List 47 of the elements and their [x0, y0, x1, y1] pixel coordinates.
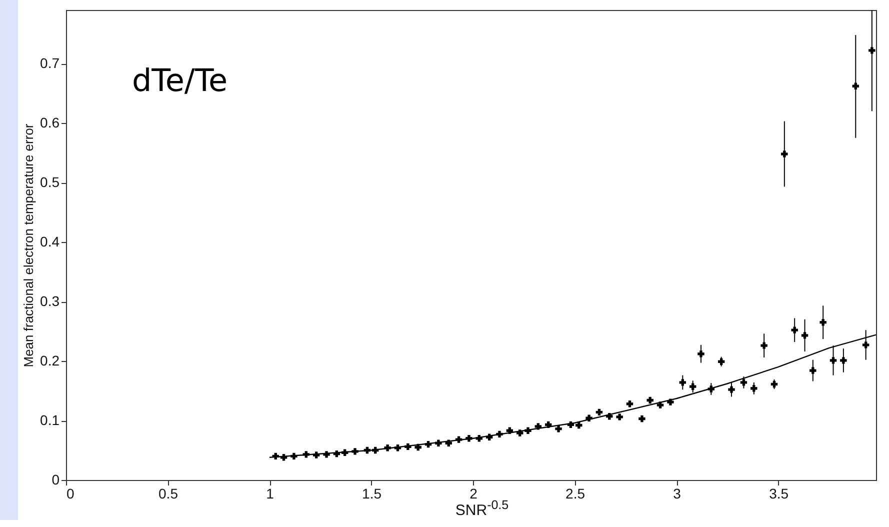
y-tick-label: 0.3 — [40, 293, 60, 310]
point — [770, 380, 778, 388]
point — [718, 358, 725, 365]
x-tick-label: 3 — [673, 486, 682, 502]
point — [626, 400, 634, 408]
point — [534, 423, 542, 430]
point — [638, 415, 646, 422]
point — [801, 332, 808, 339]
point — [820, 318, 826, 326]
point — [616, 414, 623, 420]
y-tick-label: 0.5 — [40, 174, 60, 190]
point — [791, 326, 798, 334]
x-tick-label: 1 — [266, 486, 274, 502]
point — [646, 396, 654, 404]
x-tick-label: 2.5 — [566, 486, 586, 502]
point — [414, 444, 422, 451]
point — [656, 402, 664, 408]
point — [596, 408, 603, 416]
point — [667, 398, 674, 406]
point — [862, 342, 870, 348]
point — [750, 385, 758, 392]
y-tick-label: 0.2 — [40, 352, 60, 369]
y-tick-label: 0.1 — [40, 412, 60, 428]
x-tick-label: 0.5 — [158, 486, 178, 502]
x-tick-label: 1.5 — [362, 486, 382, 502]
annotation: dTe/Te — [132, 63, 228, 99]
line-series — [268, 334, 877, 458]
point — [679, 379, 686, 386]
y-tick-label: 0.7 — [40, 55, 60, 72]
point — [689, 383, 696, 390]
point — [810, 367, 816, 374]
point — [840, 357, 847, 364]
y-axis-title: Mean fractional electron temperature error — [21, 123, 36, 368]
y-tick-label: 0.6 — [40, 114, 60, 131]
point — [740, 379, 748, 386]
y-tick-label: 0.4 — [40, 234, 60, 250]
point — [728, 386, 735, 393]
point — [760, 342, 768, 349]
point — [830, 357, 837, 364]
point — [868, 47, 876, 54]
point — [852, 82, 859, 90]
x-tick-label: 0 — [66, 486, 74, 502]
point — [781, 150, 788, 158]
point — [698, 350, 704, 358]
point — [555, 425, 562, 432]
y-tick-label: 0 — [52, 472, 60, 488]
x-tick-label: 3.5 — [769, 486, 789, 502]
